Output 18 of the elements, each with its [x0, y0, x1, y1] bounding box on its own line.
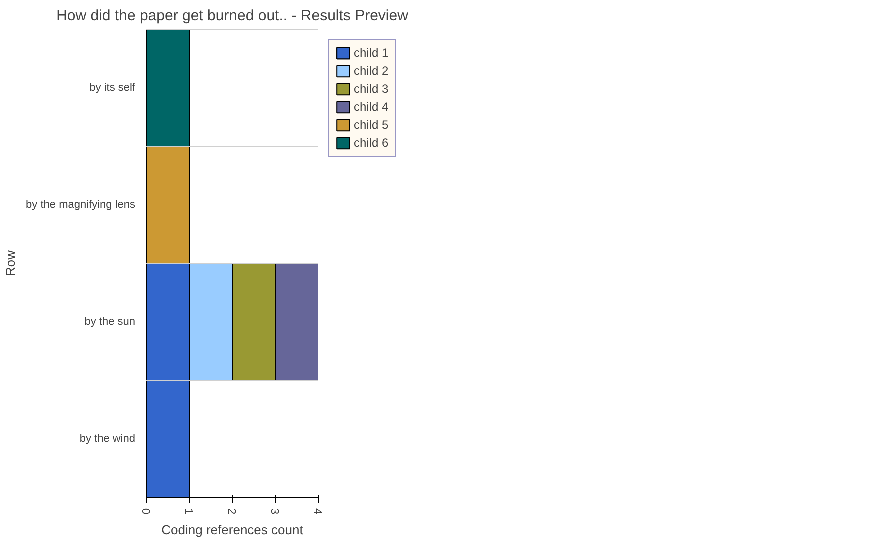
x-tick-label: 1 [182, 508, 194, 515]
y-axis-title: Row [3, 250, 18, 277]
legend-label: child 6 [354, 136, 389, 150]
legend-label: child 4 [354, 100, 389, 114]
legend-label: child 2 [354, 64, 389, 78]
chart-title: How did the paper get burned out.. - Results Preview [56, 8, 409, 24]
legend-label: child 1 [354, 46, 389, 60]
y-tick-label: by the magnifying lens [26, 199, 136, 211]
x-axis-title: Coding references count [162, 522, 304, 538]
x-tick-label: 4 [312, 508, 324, 515]
x-tick-label: 0 [140, 508, 152, 515]
x-tick-label: 2 [226, 508, 238, 515]
x-tick-label: 3 [268, 508, 280, 515]
legend-label: child 3 [354, 82, 389, 96]
legend-label: child 5 [354, 118, 389, 132]
y-tick-label: by its self [90, 82, 136, 94]
y-tick-label: by the sun [84, 316, 136, 328]
y-tick-label: by the wind [80, 433, 136, 445]
